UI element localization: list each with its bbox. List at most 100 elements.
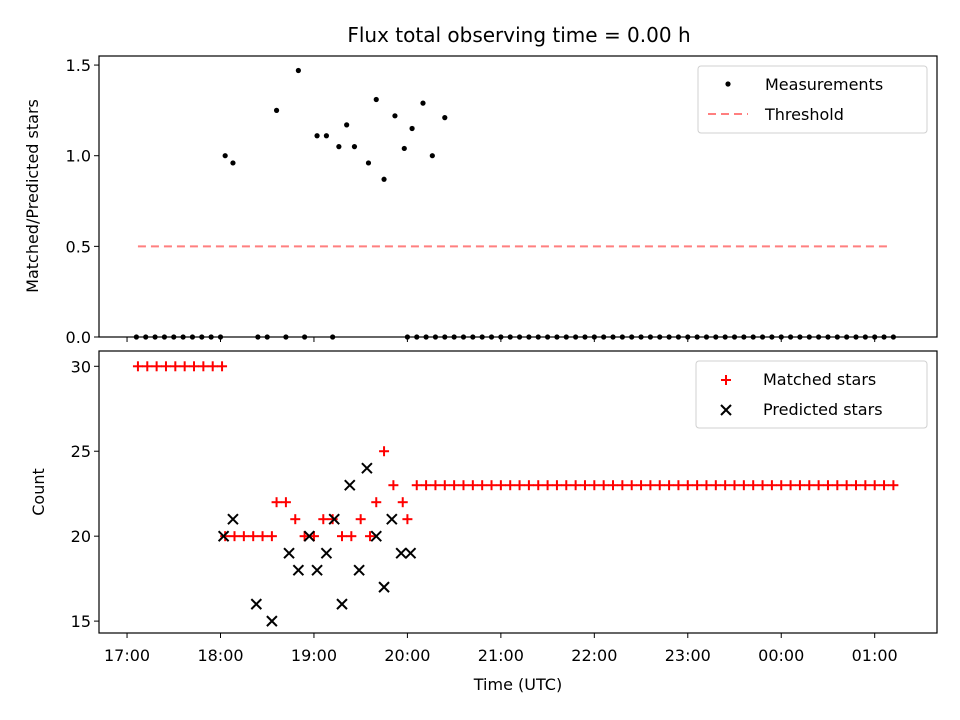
measurement-point bbox=[161, 334, 168, 340]
measurement-point bbox=[853, 334, 859, 340]
predicted-star-point bbox=[311, 564, 323, 576]
predicted-star-stroke-b bbox=[344, 479, 356, 491]
measurement-point bbox=[420, 100, 426, 106]
predicted-star-stroke-b bbox=[370, 530, 382, 542]
measurement-point bbox=[872, 334, 878, 340]
matched-star-point bbox=[832, 480, 843, 491]
matched-star-point bbox=[533, 480, 544, 491]
predicted-star-point bbox=[344, 479, 356, 491]
predicted-star-point bbox=[292, 564, 305, 576]
predicted-star-stroke-b bbox=[395, 547, 407, 559]
matched-star-point bbox=[132, 361, 143, 372]
predicted-star-stroke-b bbox=[217, 530, 230, 542]
matched-star-point bbox=[879, 480, 890, 491]
measurement-point bbox=[554, 334, 560, 340]
measurement-point bbox=[189, 334, 196, 340]
matched-star-point bbox=[738, 480, 749, 491]
measurement-point bbox=[392, 113, 398, 119]
measurement-point bbox=[582, 334, 588, 340]
bottom-y-tick-label: 25 bbox=[71, 442, 91, 461]
measurement-point bbox=[208, 334, 214, 340]
measurement-point bbox=[601, 334, 607, 340]
matched-star-point bbox=[804, 480, 815, 491]
bottom-x-tick-label: 20:00 bbox=[384, 646, 430, 665]
measurement-point bbox=[825, 334, 831, 340]
matched-star-point bbox=[151, 361, 162, 372]
predicted-star-point bbox=[328, 513, 340, 525]
predicted-star-stroke-b bbox=[283, 547, 295, 559]
matched-star-point bbox=[888, 480, 899, 491]
predicted-star-stroke-b bbox=[227, 513, 239, 525]
matched-star-point bbox=[673, 480, 684, 491]
matched-star-point bbox=[654, 480, 665, 491]
predicted-star-stroke-b bbox=[328, 513, 340, 525]
measurement-point bbox=[694, 334, 700, 340]
measurement-point bbox=[255, 334, 261, 340]
matched-star-point bbox=[542, 480, 553, 491]
measurement-point bbox=[381, 176, 387, 182]
predicted-star-stroke-b bbox=[311, 564, 323, 576]
predicted-star-point bbox=[336, 598, 348, 610]
predicted-star-point bbox=[370, 530, 382, 542]
matched-star-point bbox=[514, 480, 525, 491]
matched-star-point bbox=[570, 480, 581, 491]
bottom-x-tick-label: 19:00 bbox=[291, 646, 337, 665]
predicted-star-stroke-b bbox=[336, 598, 348, 610]
legend-predicted-marker bbox=[720, 404, 732, 416]
matched-star-point bbox=[794, 480, 805, 491]
measurement-point bbox=[834, 334, 840, 340]
measurement-point bbox=[750, 334, 756, 340]
measurement-point bbox=[666, 334, 672, 340]
measurement-point bbox=[442, 115, 448, 121]
matched-star-point bbox=[551, 480, 562, 491]
matched-star-point bbox=[430, 480, 441, 491]
measurement-point bbox=[498, 334, 504, 340]
predicted-star-stroke-b bbox=[292, 564, 305, 576]
matched-star-point bbox=[608, 480, 619, 491]
matched-star-point bbox=[617, 480, 628, 491]
matched-star-point bbox=[217, 361, 228, 372]
measurement-point bbox=[336, 144, 342, 150]
top-y-tick-label: 1.0 bbox=[66, 147, 91, 166]
legend-measurements-label: Measurements bbox=[765, 75, 883, 94]
predicted-star-stroke-b bbox=[320, 547, 333, 559]
measurement-point bbox=[759, 334, 766, 340]
predicted-star-stroke-b bbox=[266, 615, 278, 627]
measurement-point bbox=[638, 334, 644, 340]
matched-star-point bbox=[170, 361, 181, 372]
measurement-point bbox=[806, 334, 812, 340]
bottom-x-tick-label: 00:00 bbox=[758, 646, 804, 665]
bottom-y-axis-label: Count bbox=[29, 468, 48, 516]
matched-star-point bbox=[822, 480, 833, 491]
measurement-point bbox=[222, 153, 228, 159]
measurement-point bbox=[881, 334, 887, 340]
measurement-point bbox=[778, 334, 784, 340]
measurement-point bbox=[544, 334, 551, 340]
bottom-y-tick-label: 30 bbox=[71, 357, 91, 376]
bottom-x-tick-label: 17:00 bbox=[104, 646, 150, 665]
matched-star-point bbox=[579, 480, 590, 491]
measurement-point bbox=[401, 145, 407, 152]
legend-matched-label: Matched stars bbox=[763, 370, 876, 389]
measurement-point bbox=[429, 153, 435, 159]
measurement-point bbox=[404, 334, 411, 340]
measurement-point bbox=[143, 334, 149, 340]
measurement-point bbox=[591, 334, 597, 340]
matched-star-point bbox=[346, 531, 357, 542]
bottom-x-tick-label: 22:00 bbox=[571, 646, 617, 665]
matched-star-point bbox=[757, 480, 768, 491]
matched-star-point bbox=[318, 514, 329, 525]
predicted-star-point bbox=[378, 581, 390, 593]
measurement-point bbox=[302, 334, 308, 340]
measurement-point bbox=[373, 96, 379, 103]
measurement-point bbox=[295, 67, 301, 74]
measurement-point bbox=[409, 125, 415, 132]
measurement-point bbox=[563, 334, 569, 340]
measurement-point bbox=[647, 334, 653, 340]
measurement-point bbox=[657, 334, 663, 340]
matched-star-point bbox=[160, 361, 171, 372]
matched-star-point bbox=[589, 480, 600, 491]
matched-star-point bbox=[477, 480, 488, 491]
measurement-point bbox=[323, 133, 330, 139]
top-panel: 0.0 0.5 1.0 1.5 Matched/Predicted stars Mea… bbox=[23, 55, 938, 347]
